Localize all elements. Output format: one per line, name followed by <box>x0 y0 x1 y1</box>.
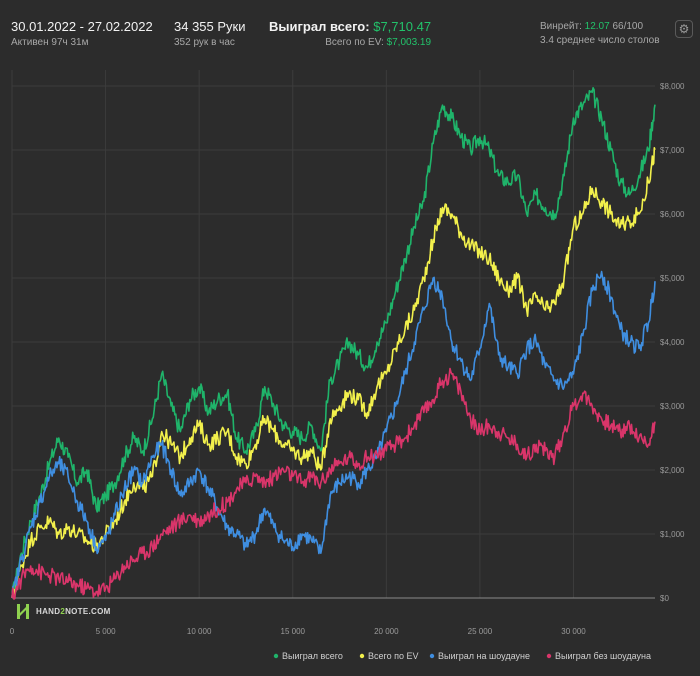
series <box>11 87 656 600</box>
series-line-0 <box>11 87 656 599</box>
x-tick-label: 25 000 <box>468 627 493 636</box>
legend-marker <box>359 653 365 659</box>
x-tick-label: 20 000 <box>374 627 399 636</box>
active-time: Активен 97ч 31м <box>11 37 89 48</box>
legend-label[interactable]: Всего по EV <box>368 651 418 661</box>
winrate-rest: 66/100 <box>612 21 644 32</box>
hands-block: 34 355 Руки 352 рук в час <box>174 19 246 48</box>
hands-per-hour: 352 рук в час <box>174 37 235 48</box>
winrate-value: 12.07 <box>584 21 610 32</box>
ev-total: Всего по EV: $7,003.19 <box>315 37 431 48</box>
grid <box>11 70 655 599</box>
won-total-label: Выиграл всего: <box>269 19 370 34</box>
date-block: 30.01.2022 - 27.02.2022 Активен 97ч 31м <box>11 19 153 48</box>
winrate-block: Винрейт: 12.07 66/100 3.4 среднее число … <box>540 21 660 46</box>
y-tick-label: $4,000 <box>660 338 685 347</box>
won-total-value: $7,710.47 <box>373 19 432 34</box>
axes: 0 5 000 10 000 15 000 20 000 25 000 30 000 $0 $1… <box>10 82 685 636</box>
settings-button[interactable]: ⚙ <box>675 20 693 38</box>
y-tick-label: $2,000 <box>660 466 685 475</box>
series-line-2 <box>11 270 656 599</box>
winrate-label: Винрейт: <box>540 21 582 32</box>
y-tick-label: $0 <box>660 594 669 603</box>
won-total: Выиграл всего: $7,710.47 <box>269 19 431 34</box>
y-tick-label: $7,000 <box>660 146 685 155</box>
series-line-3 <box>11 367 656 600</box>
logo-text-note: NOTE.COM <box>65 607 111 616</box>
legend-label[interactable]: Выиграл всего <box>282 651 343 661</box>
hand2note-logo-icon <box>17 604 29 619</box>
ev-total-value: $7,003.19 <box>386 37 432 48</box>
logo-text-two: 2 <box>60 607 65 616</box>
y-tick-label: $6,000 <box>660 210 685 219</box>
legend-marker <box>273 653 279 659</box>
legend-label[interactable]: Выиграл на шоудауне <box>438 651 530 661</box>
won-block: Выиграл всего: $7,710.47 Всего по EV: $7… <box>269 19 431 48</box>
x-tick-label: 5 000 <box>96 627 117 636</box>
x-tick-label: 15 000 <box>281 627 306 636</box>
ev-total-label: Всего по EV: <box>325 37 384 48</box>
y-tick-label: $5,000 <box>660 274 685 283</box>
gear-icon: ⚙ <box>678 22 690 36</box>
y-tick-label: $8,000 <box>660 82 685 91</box>
legend: Выиграл всего Всего по EV Выиграл на шоуда… <box>273 651 651 661</box>
logo-text-hand: HAND <box>36 607 60 616</box>
date-range: 30.01.2022 - 27.02.2022 <box>11 19 153 34</box>
legend-marker <box>546 653 552 659</box>
legend-label[interactable]: Выиграл без шоудауна <box>555 651 651 661</box>
x-tick-label: 10 000 <box>187 627 212 636</box>
hand2note-logo: HAND2NOTE.COM <box>17 604 111 619</box>
y-tick-label: $1,000 <box>660 530 685 539</box>
legend-marker <box>429 653 435 659</box>
logo-text: HAND2NOTE.COM <box>36 607 111 616</box>
x-tick-label: 0 <box>10 627 15 636</box>
x-tick-label: 30 000 <box>561 627 586 636</box>
series-line-1 <box>11 147 656 599</box>
winrate: Винрейт: 12.07 66/100 <box>540 21 660 32</box>
hands-count: 34 355 Руки <box>174 19 246 34</box>
y-tick-label: $3,000 <box>660 402 685 411</box>
avg-tables: 3.4 среднее число столов <box>540 35 660 46</box>
